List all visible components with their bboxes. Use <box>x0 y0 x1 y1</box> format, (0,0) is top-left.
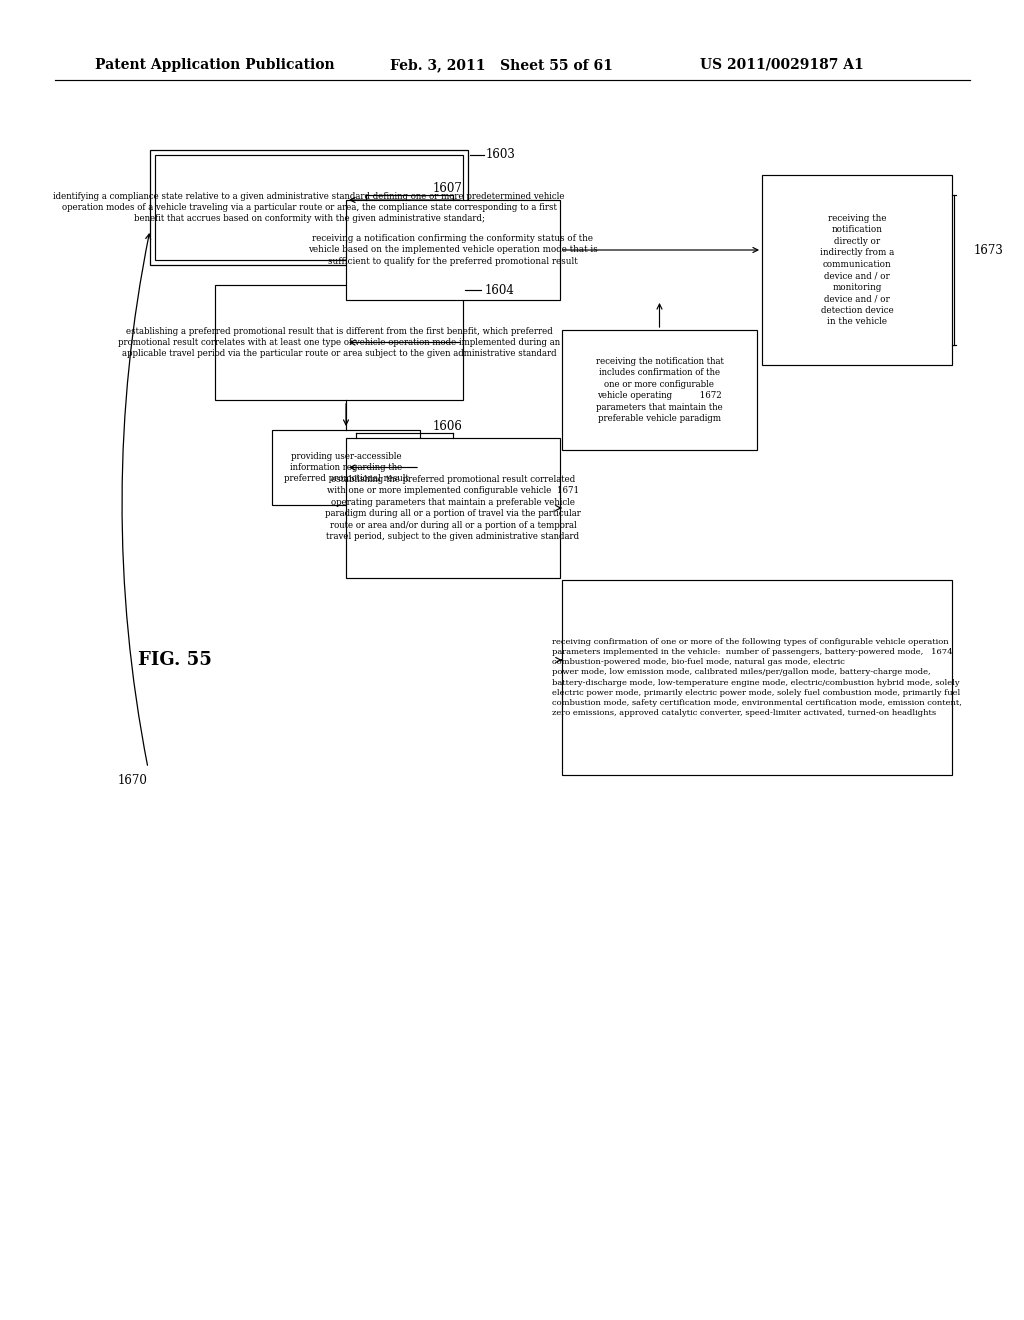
Bar <box>562 579 952 775</box>
Text: identifying a compliance state relative to a given administrative standard defin: identifying a compliance state relative … <box>53 191 565 223</box>
Text: 1673: 1673 <box>974 243 1004 256</box>
Text: establishing a preferred promotional result that is different from the first ben: establishing a preferred promotional res… <box>118 326 560 359</box>
Bar <box>562 330 757 450</box>
Text: receiving confirmation of one or more of the following types of configurable veh: receiving confirmation of one or more of… <box>552 638 962 717</box>
Bar <box>272 430 420 506</box>
Text: 1670: 1670 <box>118 774 147 787</box>
Text: US 2011/0029187 A1: US 2011/0029187 A1 <box>700 58 864 73</box>
Text: 1607: 1607 <box>433 181 463 194</box>
Text: 1606: 1606 <box>433 420 463 433</box>
Bar <box>215 285 463 400</box>
Bar <box>150 150 468 265</box>
Text: providing user-accessible
information regarding the
preferred promotional result: providing user-accessible information re… <box>284 451 409 483</box>
Text: receiving the
notification
directly or
indirectly from a
communication
device an: receiving the notification directly or i… <box>820 214 894 326</box>
Text: 1603: 1603 <box>486 149 516 161</box>
Text: receiving a notification confirming the conformity status of the
vehicle based o: receiving a notification confirming the … <box>308 234 598 265</box>
Bar <box>155 154 463 260</box>
Text: Feb. 3, 2011   Sheet 55 of 61: Feb. 3, 2011 Sheet 55 of 61 <box>390 58 613 73</box>
Text: establishing the preferred promotional result correlated
with one or more implem: establishing the preferred promotional r… <box>325 475 581 541</box>
Text: receiving the notification that
includes confirmation of the
one or more configu: receiving the notification that includes… <box>596 356 723 424</box>
Text: 1604: 1604 <box>485 284 515 297</box>
Bar <box>762 176 952 366</box>
Text: FIG. 55: FIG. 55 <box>138 651 212 669</box>
Bar <box>346 438 560 578</box>
Text: Patent Application Publication: Patent Application Publication <box>95 58 335 73</box>
Bar <box>346 201 560 300</box>
